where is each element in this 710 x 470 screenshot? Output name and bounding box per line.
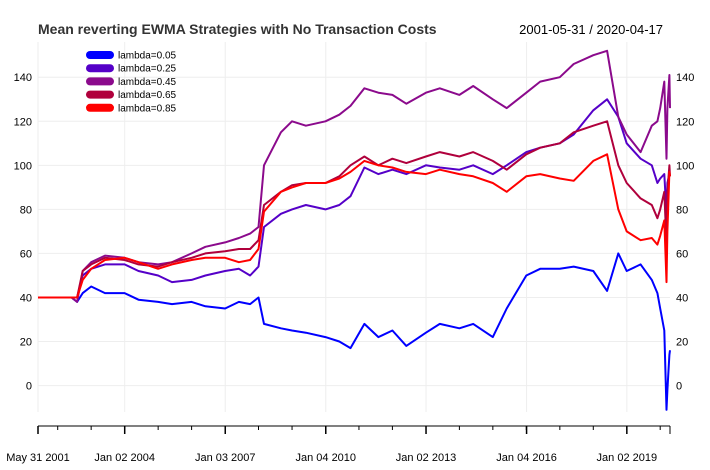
y-tick-label-left: 140 xyxy=(14,72,32,84)
axis-layer: 0 0 20 20 40 40 60 60 80 80 100 100 120 120 140 140 May … xyxy=(6,72,694,464)
series-line-lambda-0-85 xyxy=(38,153,671,299)
series-line-lambda-0-05 xyxy=(38,252,671,411)
legend-label: lambda=0.45 xyxy=(118,77,177,88)
y-tick-label-left: 120 xyxy=(14,116,32,128)
x-tick-label: Jan 02 2013 xyxy=(396,452,457,464)
grid xyxy=(37,42,670,412)
series-layer xyxy=(38,49,671,411)
series-line-lambda-0-45 xyxy=(38,49,671,303)
y-tick-label-right: 140 xyxy=(676,72,694,84)
y-tick-label-left: 20 xyxy=(20,337,32,349)
legend-label: lambda=0.25 xyxy=(118,64,177,75)
chart-title: Mean reverting EWMA Strategies with No T… xyxy=(38,21,437,37)
y-tick-label-right: 80 xyxy=(676,204,688,216)
x-tick-label: May 31 2001 xyxy=(6,452,70,464)
x-tick-label: Jan 04 2016 xyxy=(496,452,557,464)
x-tick-label: Jan 02 2019 xyxy=(597,452,658,464)
y-tick-label-right: 40 xyxy=(676,292,688,304)
y-tick-label-right: 120 xyxy=(676,116,694,128)
x-tick-label: Jan 02 2004 xyxy=(94,452,155,464)
y-tick-label-left: 60 xyxy=(20,248,32,260)
y-tick-label-left: 0 xyxy=(26,381,32,393)
legend-label: lambda=0.05 xyxy=(118,51,177,62)
legend: lambda=0.05 lambda=0.25 lambda=0.45 lambda=… xyxy=(86,51,177,114)
y-tick-label-right: 60 xyxy=(676,248,688,260)
legend-label: lambda=0.85 xyxy=(118,103,177,114)
x-tick-label: Jan 03 2007 xyxy=(195,452,256,464)
y-tick-label-right: 0 xyxy=(676,381,682,393)
x-tick-label: Jan 04 2010 xyxy=(295,452,356,464)
series-line-lambda-0-65 xyxy=(38,120,671,299)
y-tick-label-right: 20 xyxy=(676,337,688,349)
date-range-label: 2001-05-31 / 2020-04-17 xyxy=(519,22,663,37)
legend-label: lambda=0.65 xyxy=(118,90,177,101)
y-tick-label-right: 100 xyxy=(676,160,694,172)
y-tick-label-left: 100 xyxy=(14,160,32,172)
series-line-lambda-0-25 xyxy=(38,98,671,299)
y-tick-label-left: 80 xyxy=(20,204,32,216)
y-tick-label-left: 40 xyxy=(20,292,32,304)
